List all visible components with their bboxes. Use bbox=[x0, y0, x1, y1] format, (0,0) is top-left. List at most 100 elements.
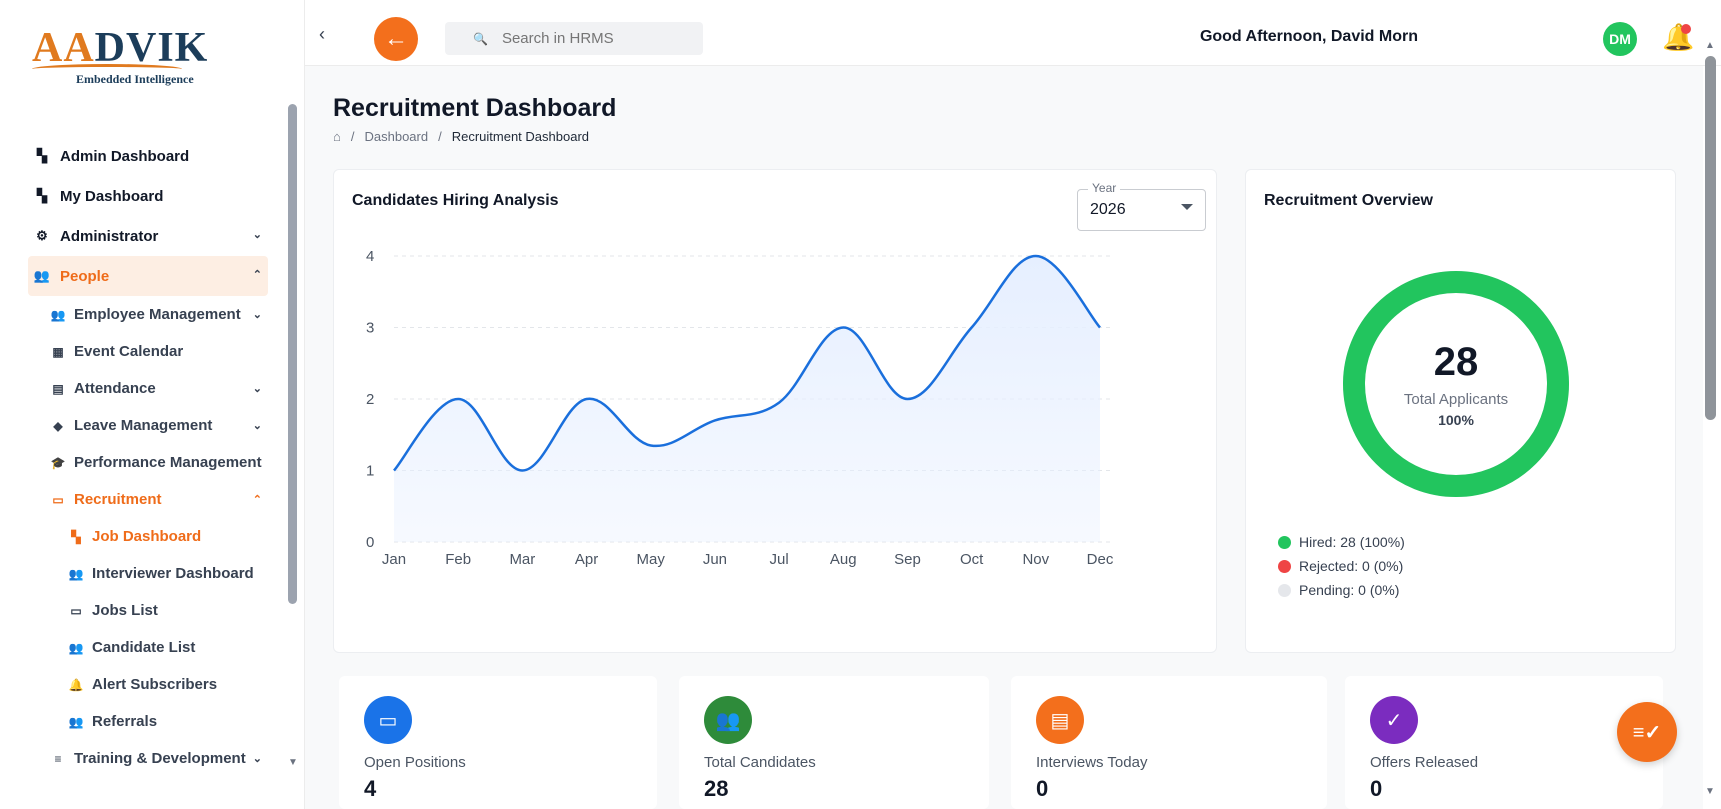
x-tick-label: Jun bbox=[703, 551, 727, 568]
sidebar-item-training-development[interactable]: ≡ Training & Development ⌄ bbox=[28, 740, 268, 777]
search-input[interactable] bbox=[501, 30, 682, 47]
breadcrumb-separator: / bbox=[350, 129, 355, 144]
people-icon: 👥 bbox=[704, 696, 752, 744]
scroll-down-arrow-icon[interactable]: ▼ bbox=[1705, 786, 1715, 797]
sidebar-item-label: Administrator bbox=[60, 227, 159, 245]
y-tick-label: 0 bbox=[366, 534, 374, 551]
area-fill bbox=[394, 256, 1100, 542]
hiring-chart: 0 1 2 3 4 Jan Feb Mar Apr May Jun Jul Aug Sep Oct Nov De… bbox=[366, 248, 1114, 568]
leave-icon: ◆ bbox=[53, 418, 63, 433]
year-select[interactable]: Year 2026 bbox=[1077, 181, 1206, 231]
sidebar-item-referrals[interactable]: 👥 Referrals bbox=[28, 703, 268, 740]
y-tick-label: 4 bbox=[366, 248, 374, 265]
search-icon: 🔍 bbox=[473, 31, 488, 46]
main-scrollbar[interactable] bbox=[1705, 56, 1716, 420]
sidebar-item-jobs-list[interactable]: ▭ Jobs List bbox=[28, 592, 268, 629]
sidebar-item-performance-management[interactable]: 🎓 Performance Management bbox=[28, 444, 268, 481]
topbar: ‹ ← 🔍 Good Afternoon, David Morn DM 🔔 bbox=[305, 0, 1721, 66]
donut-center: 28 Total Applicants 100% bbox=[1326, 254, 1586, 514]
year-select-label: Year bbox=[1088, 181, 1121, 195]
legend-pending: Pending: 0 (0%) bbox=[1278, 578, 1405, 602]
logo-brand: AADVIK bbox=[32, 25, 209, 71]
people-icon: 👥 bbox=[68, 714, 84, 729]
main-content: Recruitment Dashboard ⌂ / Dashboard / Re… bbox=[305, 66, 1703, 809]
x-tick-label: May bbox=[637, 551, 666, 568]
dashboard-icon: ▚ bbox=[71, 529, 81, 544]
stat-card-total-candidates[interactable]: 👥 Total Candidates 28 bbox=[679, 676, 989, 809]
checklist-icon: ≡✓ bbox=[1632, 721, 1662, 744]
x-tick-label: Jul bbox=[769, 551, 788, 568]
sidebar-item-candidate-list[interactable]: 👥 Candidate List bbox=[28, 629, 268, 666]
sidebar-item-job-dashboard[interactable]: ▚ Job Dashboard bbox=[28, 518, 268, 555]
x-tick-label: Dec bbox=[1087, 551, 1114, 568]
training-icon: ≡ bbox=[54, 751, 62, 766]
x-tick-label: Feb bbox=[445, 551, 471, 568]
legend-rejected: Rejected: 0 (0%) bbox=[1278, 554, 1405, 578]
stat-value: 4 bbox=[364, 776, 377, 801]
total-applicants-label: Total Applicants bbox=[1403, 391, 1509, 408]
stat-label: Open Positions bbox=[364, 754, 466, 771]
graduation-cap-icon: 🎓 bbox=[50, 455, 66, 470]
legend-dot-hired bbox=[1278, 535, 1291, 549]
sidebar-item-attendance[interactable]: ▤ Attendance ⌄ bbox=[28, 370, 268, 407]
x-tick-label: Apr bbox=[575, 551, 598, 568]
chevron-down-icon: ⌄ bbox=[252, 383, 262, 395]
sidebar-item-admin-dashboard[interactable]: ▚ Admin Dashboard bbox=[28, 136, 268, 176]
people-icon: 👥 bbox=[50, 307, 66, 322]
hiring-analysis-card: 0 1 2 3 4 Jan Feb Mar Apr May Jun Jul Aug Sep Oct Nov De… bbox=[333, 169, 1217, 653]
sidebar-scrollbar[interactable] bbox=[288, 104, 297, 604]
sidebar-item-my-dashboard[interactable]: ▚ My Dashboard bbox=[28, 176, 268, 216]
collapse-sidebar-chevron-icon[interactable]: ‹ bbox=[319, 24, 325, 44]
sidebar-item-administrator[interactable]: ⚙ Administrator ⌄ bbox=[28, 216, 268, 256]
people-icon: 👥 bbox=[33, 268, 51, 283]
people-icon: 👥 bbox=[68, 566, 84, 581]
sidebar-item-label: Interviewer Dashboard bbox=[92, 565, 254, 582]
scroll-down-arrow-icon[interactable]: ▼ bbox=[288, 757, 298, 768]
x-tick-label: Nov bbox=[1022, 551, 1049, 568]
sidebar-item-employee-management[interactable]: 👥 Employee Management ⌄ bbox=[28, 296, 268, 333]
chevron-down-icon: ⌄ bbox=[252, 753, 262, 765]
donut-segment-hired bbox=[1343, 271, 1569, 497]
sidebar: AADVIK Embedded Intelligence ▚ Admin Das… bbox=[0, 0, 305, 809]
sidebar-item-leave-management[interactable]: ◆ Leave Management ⌄ bbox=[28, 407, 268, 444]
quick-actions-button[interactable]: ≡✓ bbox=[1617, 702, 1677, 762]
back-button[interactable]: ← bbox=[374, 17, 418, 61]
breadcrumb: ⌂ / Dashboard / Recruitment Dashboard bbox=[333, 129, 589, 144]
caret-down-icon bbox=[1181, 204, 1193, 210]
stat-value: 28 bbox=[704, 776, 729, 801]
chevron-down-icon: ⌄ bbox=[252, 309, 262, 321]
legend-dot-rejected bbox=[1278, 559, 1291, 573]
sidebar-item-event-calendar[interactable]: ▦ Event Calendar bbox=[28, 333, 268, 370]
year-select-value: 2026 bbox=[1090, 201, 1126, 218]
x-tick-label: Sep bbox=[894, 551, 921, 568]
stat-card-interviews-today[interactable]: ▤ Interviews Today 0 bbox=[1011, 676, 1327, 809]
avatar[interactable]: DM bbox=[1603, 22, 1637, 56]
home-icon[interactable]: ⌂ bbox=[333, 129, 341, 144]
notification-dot bbox=[1681, 24, 1691, 34]
x-tick-label: Jan bbox=[382, 551, 406, 568]
sidebar-item-alert-subscribers[interactable]: 🔔 Alert Subscribers bbox=[28, 666, 268, 703]
y-tick-label: 3 bbox=[366, 320, 374, 337]
stat-card-open-positions[interactable]: ▭ Open Positions 4 bbox=[339, 676, 657, 809]
chevron-down-icon: ⌄ bbox=[252, 420, 262, 432]
scroll-up-arrow-icon[interactable]: ▲ bbox=[1705, 40, 1715, 51]
sidebar-item-recruitment[interactable]: ▭ Recruitment ⌃ bbox=[28, 481, 268, 518]
legend-label: Pending: 0 (0%) bbox=[1299, 582, 1400, 598]
overview-card-title: Recruitment Overview bbox=[1264, 192, 1433, 209]
bell-icon: 🔔 bbox=[68, 677, 84, 692]
legend-label: Rejected: 0 (0%) bbox=[1299, 558, 1404, 574]
dashboard-icon: ▚ bbox=[37, 148, 47, 163]
admin-icon: ⚙ bbox=[36, 228, 48, 243]
donut-svg bbox=[1343, 271, 1569, 497]
sidebar-item-people[interactable]: 👥 People ⌃ bbox=[28, 256, 268, 296]
sidebar-item-label: Candidate List bbox=[92, 639, 196, 656]
breadcrumb-dashboard[interactable]: Dashboard bbox=[364, 129, 429, 144]
sidebar-item-label: Alert Subscribers bbox=[92, 676, 218, 693]
search-box[interactable]: 🔍 bbox=[445, 22, 703, 55]
stat-card-offers-released[interactable]: ✓ Offers Released 0 bbox=[1345, 676, 1663, 809]
sidebar-item-interviewer-dashboard[interactable]: 👥 Interviewer Dashboard bbox=[28, 555, 268, 592]
sidebar-item-label: Attendance bbox=[74, 380, 156, 397]
sidebar-item-label: Performance Management bbox=[74, 454, 262, 471]
stat-value: 0 bbox=[1370, 776, 1383, 801]
chevron-down-icon: ⌄ bbox=[252, 229, 262, 241]
